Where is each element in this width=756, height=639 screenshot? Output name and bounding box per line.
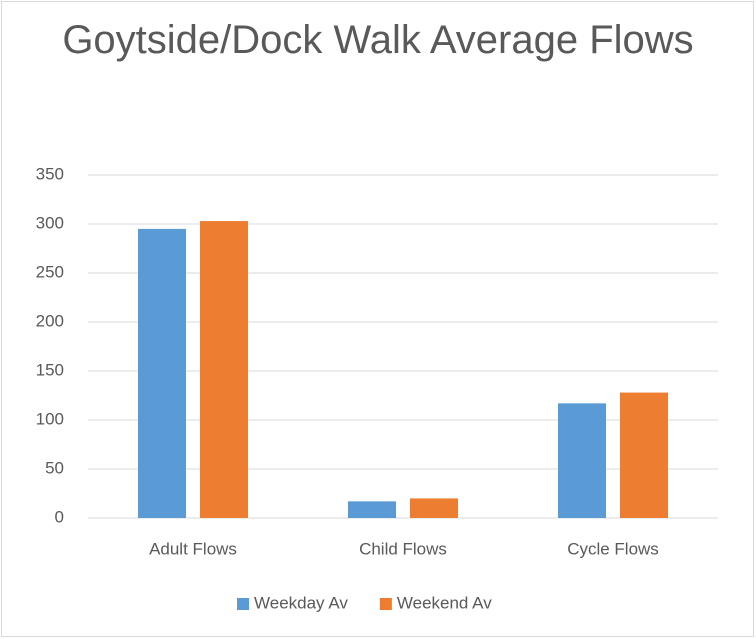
- y-tick-label: 100: [36, 409, 64, 428]
- y-tick-label: 0: [55, 507, 64, 526]
- bar: [138, 228, 186, 518]
- x-tick-label: Cycle Flows: [567, 539, 659, 558]
- x-tick-label: Child Flows: [359, 539, 447, 558]
- legend-swatch: [379, 598, 392, 610]
- bar: [200, 221, 248, 518]
- y-tick-label: 200: [36, 311, 64, 330]
- bar: [558, 403, 606, 518]
- y-tick-label: 350: [36, 164, 64, 183]
- y-tick-label: 150: [36, 360, 64, 379]
- legend-label: Weekend Av: [397, 593, 492, 612]
- chart-title: Goytside/Dock Walk Average Flows: [62, 18, 694, 62]
- y-tick-label: 250: [36, 262, 64, 281]
- x-tick-label: Adult Flows: [149, 539, 237, 558]
- y-tick-label: 300: [36, 213, 64, 232]
- legend-label: Weekday Av: [254, 593, 348, 612]
- y-tick-label: 50: [45, 458, 64, 477]
- bar: [348, 501, 396, 518]
- legend-swatch: [237, 598, 249, 610]
- bar: [620, 392, 668, 518]
- bar: [410, 498, 458, 518]
